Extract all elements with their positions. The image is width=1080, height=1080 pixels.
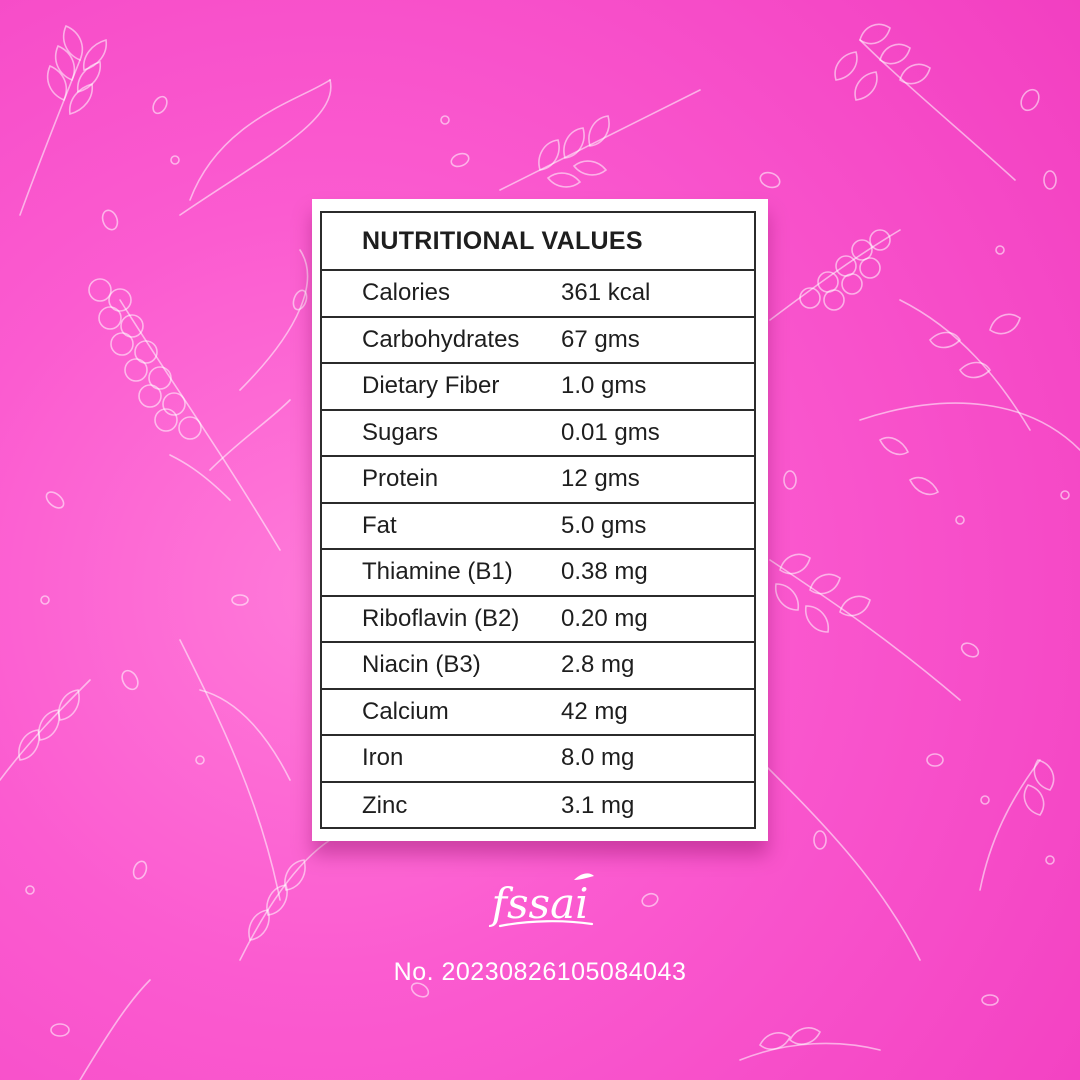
table-row: Zinc 3.1 mg — [322, 783, 754, 830]
nutrition-table-title: NUTRITIONAL VALUES — [322, 213, 754, 271]
wheat-stalk-icon — [834, 23, 1016, 181]
table-row: Calories 361 kcal — [322, 271, 754, 318]
nutrient-name: Sugars — [362, 418, 439, 446]
fssai-logo-text: fssai — [488, 879, 588, 928]
nutrient-value: 5.0 gms — [561, 511, 647, 539]
nutrient-name: Fat — [362, 511, 397, 539]
table-row: Calcium 42 mg — [322, 690, 754, 736]
table-row: Iron 8.0 mg — [322, 736, 754, 783]
nutrient-name: Niacin (B3) — [362, 651, 481, 679]
table-row: Sugars 0.01 gms — [322, 411, 754, 457]
nutrient-value: 3.1 mg — [561, 791, 635, 819]
fssai-logo: fssai — [488, 873, 594, 928]
nutrient-name: Calcium — [362, 697, 449, 725]
nutrient-value: 2.8 mg — [561, 651, 635, 679]
wheat-stalk-icon — [19, 24, 108, 216]
nutrition-label-card: NUTRITIONAL VALUES Calories 361 kcal Car… — [312, 199, 768, 841]
table-row: Dietary Fiber 1.0 gms — [322, 364, 754, 411]
nutrient-name: Carbohydrates — [362, 325, 520, 353]
nutrient-name: Dietary Fiber — [362, 372, 500, 400]
fssai-license-number: No. 20230826105084043 — [393, 958, 687, 986]
nutrient-name: Iron — [362, 744, 404, 772]
table-row: Niacin (B3) 2.8 mg — [322, 643, 754, 690]
wheat-stalk-icon — [0, 679, 91, 781]
nutrient-value: 1.0 gms — [561, 372, 647, 400]
leaf-icon — [574, 873, 594, 880]
nutrient-name: Zinc — [362, 791, 408, 819]
nutrient-value: 0.01 gms — [561, 418, 660, 446]
wheat-stalk-icon — [769, 553, 961, 701]
table-row: Carbohydrates 67 gms — [322, 318, 754, 364]
table-row: Protein 12 gms — [322, 457, 754, 504]
millet-spike-icon — [769, 229, 901, 321]
nutrient-value: 67 gms — [561, 325, 640, 353]
millet-spike-icon — [88, 278, 291, 551]
nutrient-value: 0.20 mg — [561, 604, 648, 632]
oat-branch-icon — [859, 299, 1080, 496]
wheat-stalk-icon — [499, 89, 701, 191]
nutrient-value: 8.0 mg — [561, 744, 635, 772]
nutrient-name: Calories — [362, 279, 451, 307]
nutrient-value: 12 gms — [561, 465, 640, 493]
table-row: Riboflavin (B2) 0.20 mg — [322, 597, 754, 643]
nutrient-value: 42 mg — [561, 697, 628, 725]
nutrient-value: 0.38 mg — [561, 558, 648, 586]
nutrient-name: Thiamine (B1) — [362, 558, 513, 586]
nutrition-table: NUTRITIONAL VALUES Calories 361 kcal Car… — [320, 211, 756, 829]
nutrient-value: 361 kcal — [561, 279, 651, 307]
nutrient-name: Riboflavin (B2) — [362, 604, 520, 632]
table-row: Fat 5.0 gms — [322, 504, 754, 550]
nutrient-name: Protein — [362, 465, 439, 493]
table-row: Thiamine (B1) 0.38 mg — [322, 550, 754, 597]
